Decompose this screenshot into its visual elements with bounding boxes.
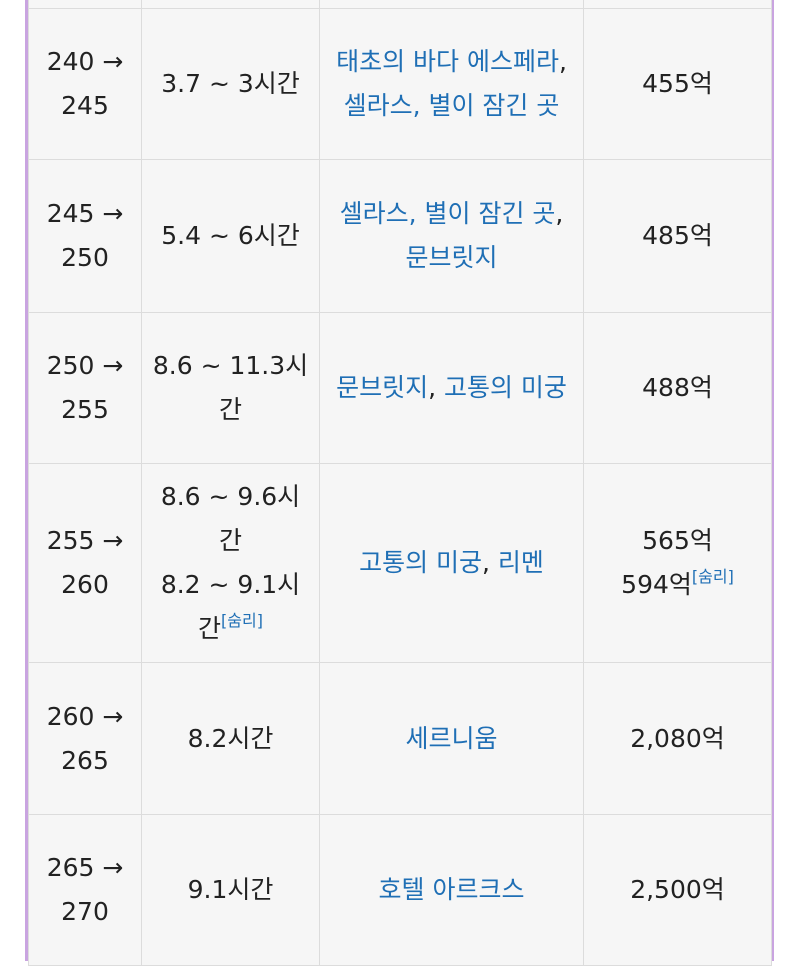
exp-cell (583, 0, 772, 9)
table-row: 245 → 250 5.4 ~ 6시간 셀라스, 별이 잠긴 곳, 문브릿지 4… (28, 159, 772, 313)
map-link-arcs[interactable]: 호텔 아르크스 (378, 875, 525, 904)
table-row: 265 → 270 9.1시간 호텔 아르크스 2,500억 (28, 814, 772, 966)
maps-cell: 호텔 아르크스 (319, 814, 584, 966)
exp-cell: 2,080억 (583, 662, 772, 815)
exp-cell: 565억 594억[숨리] (583, 463, 772, 663)
exp-cell: 488억 (583, 312, 772, 464)
map-link-cernium[interactable]: 세르니움 (405, 723, 498, 753)
map-link-labyrinth[interactable]: 고통의 미궁 (443, 373, 567, 402)
maps-cell (319, 0, 584, 9)
maps-cell: 셀라스, 별이 잠긴 곳, 문브릿지 (319, 159, 584, 313)
level-cell: 260 → 265 (28, 662, 142, 815)
level-cell: 245 → 250 (28, 159, 142, 313)
time-cell (141, 0, 320, 9)
exp-cell: 2,500억 (583, 814, 772, 966)
time-cell: 8.6 ~ 9.6시간 8.2 ~ 9.1시간[숨리] (141, 463, 320, 663)
leveling-table: 240 → 245 3.7 ~ 3시간 태초의 바다 에스페라, 셀라스, 별이… (28, 0, 772, 966)
maps-cell: 태초의 바다 에스페라, 셀라스, 별이 잠긴 곳 (319, 8, 584, 160)
footnote-link[interactable]: [숨리] (691, 566, 734, 586)
map-link-cellas[interactable]: 셀라스, 별이 잠긴 곳 (343, 91, 560, 120)
footnote-link[interactable]: [숨리] (221, 610, 263, 630)
level-cell (28, 0, 142, 9)
time-cell: 9.1시간 (141, 814, 320, 966)
table-row (28, 0, 772, 9)
exp-cell: 455억 (583, 8, 772, 160)
table-row: 260 → 265 8.2시간 세르니움 2,080억 (28, 662, 772, 815)
table-row: 250 → 255 8.6 ~ 11.3시간 문브릿지, 고통의 미궁 488억 (28, 312, 772, 464)
time-cell: 8.6 ~ 11.3시간 (141, 312, 320, 464)
maps-cell: 세르니움 (319, 662, 584, 815)
level-cell: 250 → 255 (28, 312, 142, 464)
table-frame: 240 → 245 3.7 ~ 3시간 태초의 바다 에스페라, 셀라스, 별이… (25, 0, 774, 966)
map-link-esfera[interactable]: 태초의 바다 에스페라 (336, 47, 559, 76)
time-sunday: 8.2 ~ 9.1시간[숨리] (160, 570, 301, 643)
footnote-ref[interactable]: [숨리] (221, 611, 263, 630)
exp-cell: 485억 (583, 159, 772, 313)
map-link-cellas[interactable]: 셀라스, 별이 잠긴 곳 (339, 199, 556, 228)
time-normal: 8.6 ~ 9.6시간 (160, 482, 301, 555)
time-cell: 5.4 ~ 6시간 (141, 159, 320, 313)
map-link-labyrinth[interactable]: 고통의 미궁 (359, 548, 483, 577)
level-cell: 265 → 270 (28, 814, 142, 966)
time-cell: 8.2시간 (141, 662, 320, 815)
footnote-ref[interactable]: [숨리] (692, 567, 734, 586)
map-link-limen[interactable]: 리멘 (497, 548, 544, 577)
level-cell: 240 → 245 (28, 8, 142, 160)
exp-sunday: 594억[숨리] (621, 566, 734, 599)
maps-cell: 문브릿지, 고통의 미궁 (319, 312, 584, 464)
map-link-moonbridge[interactable]: 문브릿지 (336, 373, 429, 402)
maps-cell: 고통의 미궁, 리멘 (319, 463, 584, 663)
time-cell: 3.7 ~ 3시간 (141, 8, 320, 160)
level-cell: 255 → 260 (28, 463, 142, 663)
table-row: 240 → 245 3.7 ~ 3시간 태초의 바다 에스페라, 셀라스, 별이… (28, 8, 772, 160)
map-link-moonbridge[interactable]: 문브릿지 (405, 243, 498, 272)
table-row: 255 → 260 8.6 ~ 9.6시간 8.2 ~ 9.1시간[숨리] 고통… (28, 463, 772, 663)
exp-normal: 565억 (642, 526, 713, 555)
